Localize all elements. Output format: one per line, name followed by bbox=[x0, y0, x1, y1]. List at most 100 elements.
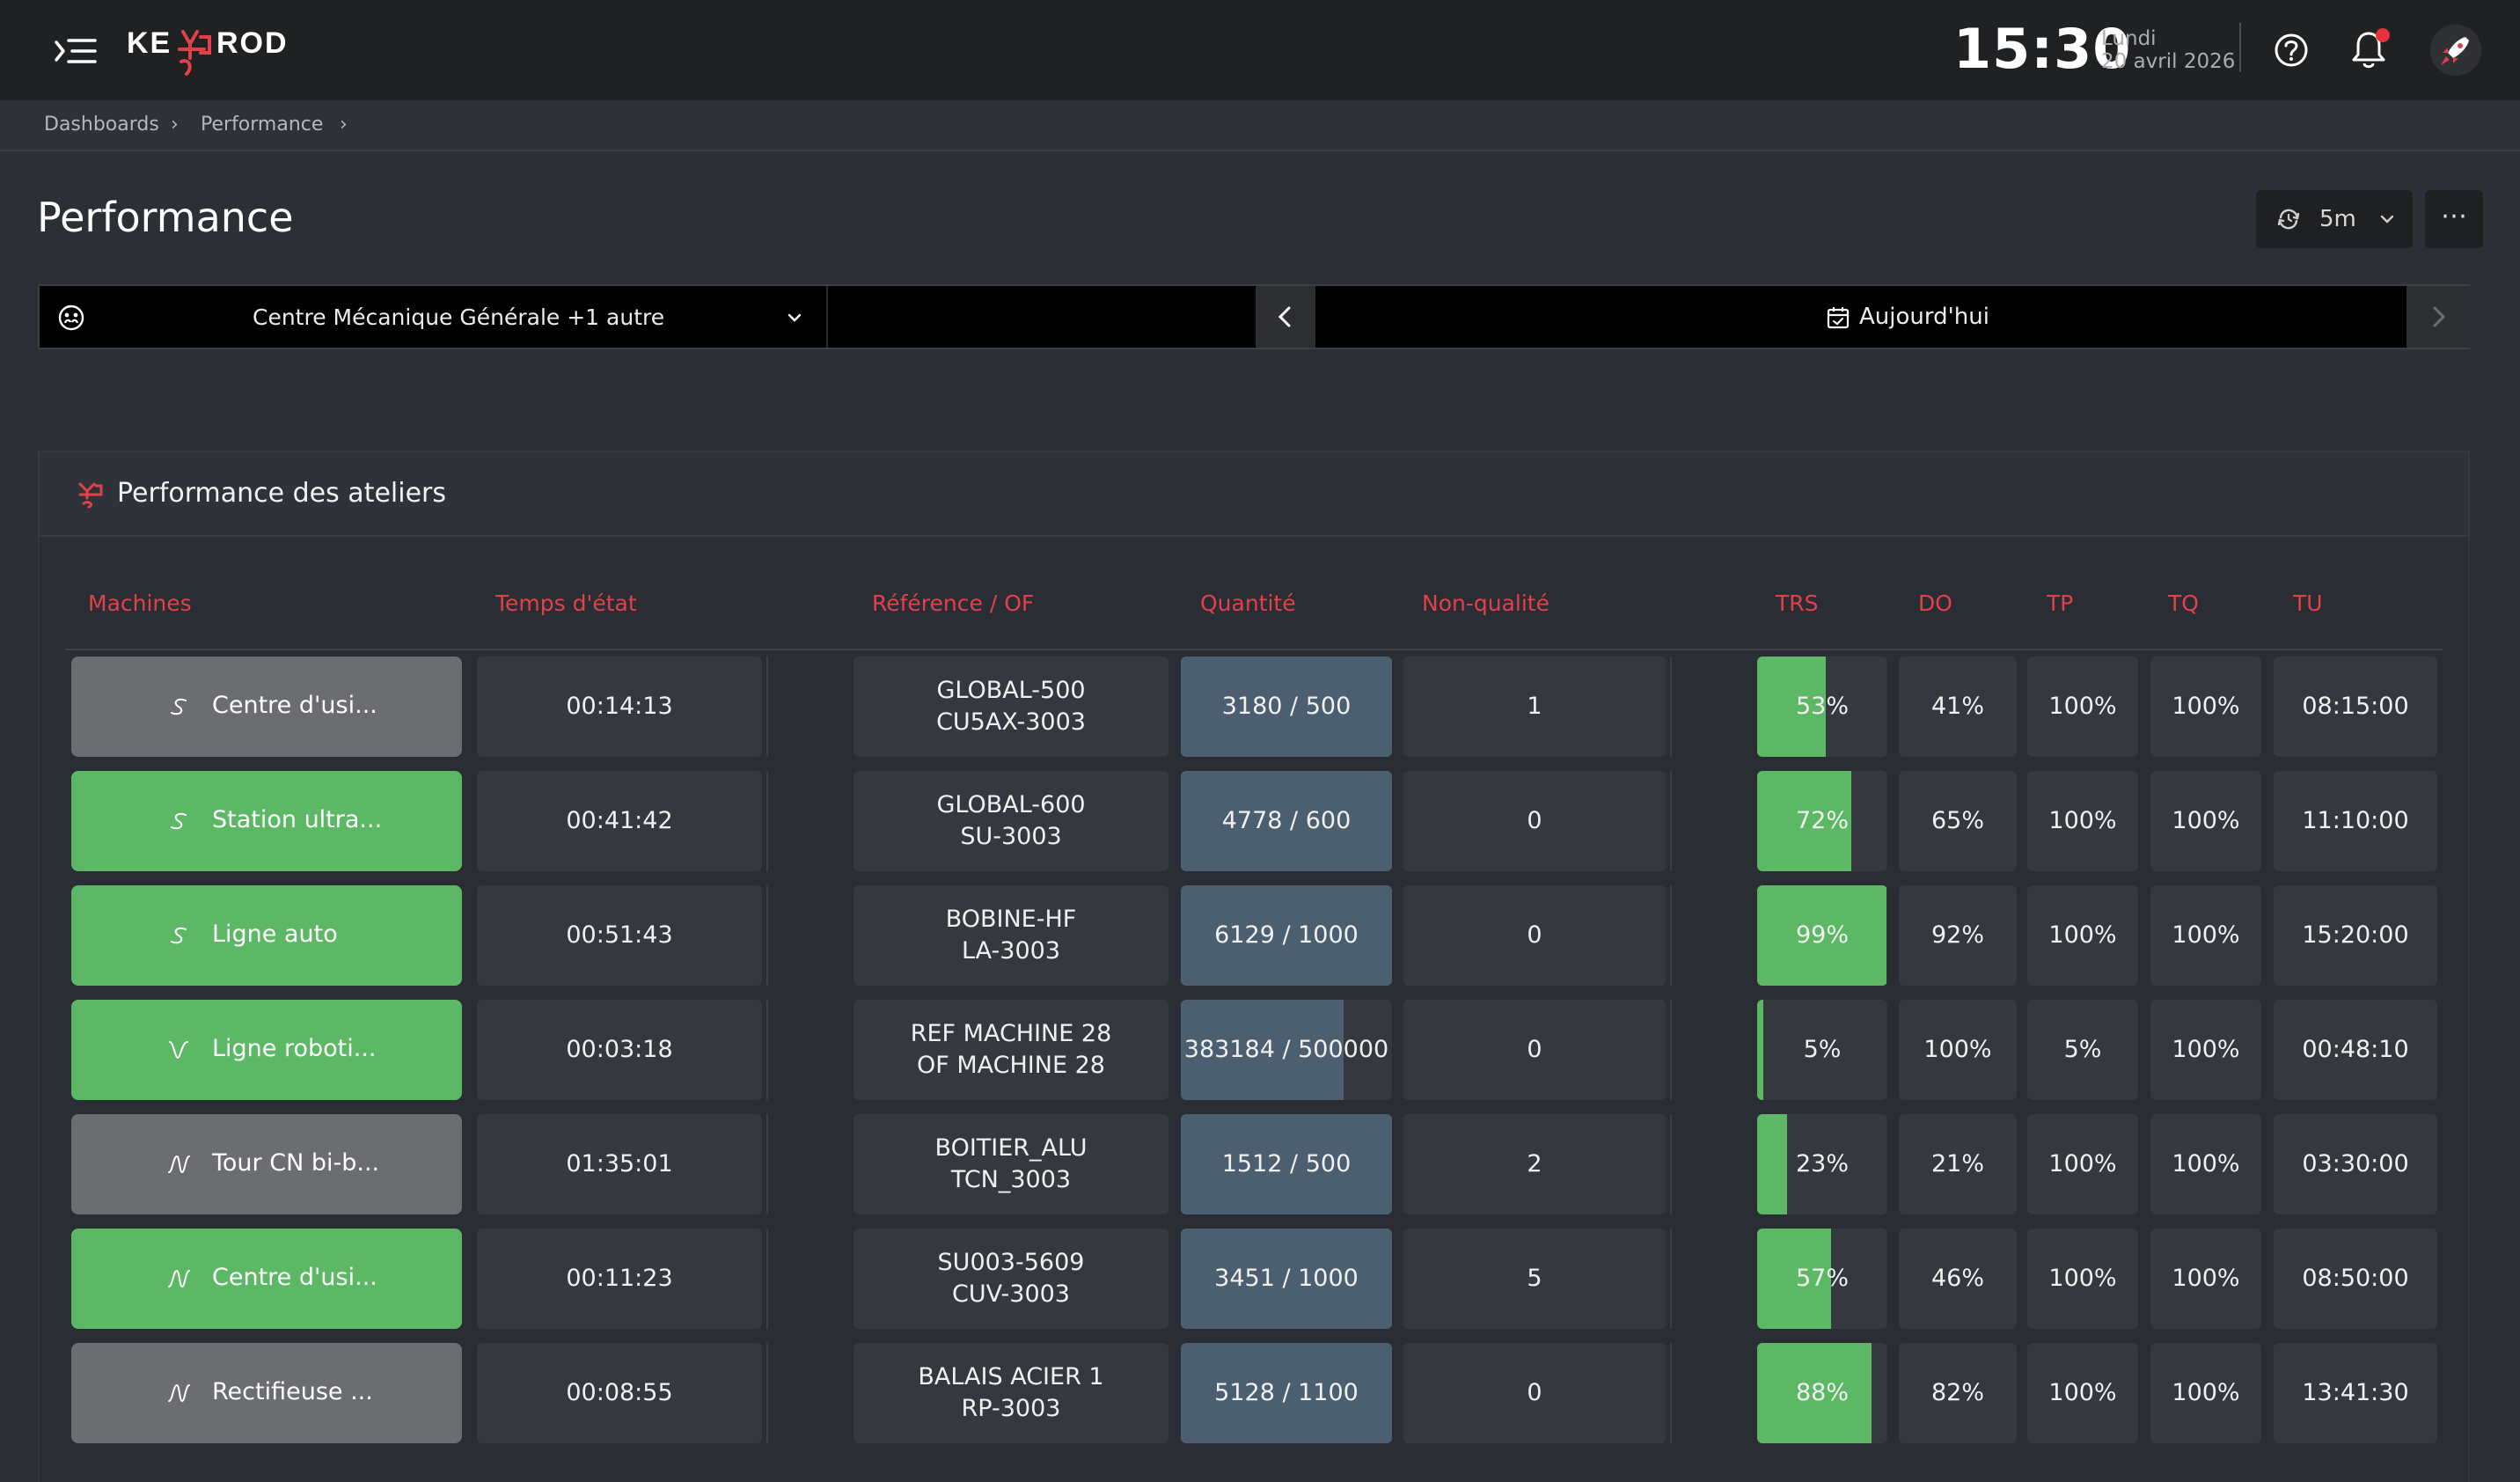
menu-toggle-icon[interactable] bbox=[53, 33, 99, 69]
tp-cell: 100% bbox=[2027, 771, 2138, 871]
breadcrumb-dashboards[interactable]: Dashboards bbox=[44, 114, 159, 136]
column-header-non-quality[interactable]: Non-qualité bbox=[1422, 591, 1549, 616]
non-quality-cell: 0 bbox=[1403, 1343, 1666, 1443]
more-options-button[interactable]: ⋯ bbox=[2425, 190, 2483, 248]
do-cell: 65% bbox=[1899, 771, 2017, 871]
do-cell: 46% bbox=[1899, 1229, 2017, 1329]
table-row: Station ultra... 00:41:42 GLOBAL-600 SU-… bbox=[0, 771, 2520, 873]
s-curve-icon bbox=[171, 698, 187, 715]
table-row: Centre d'usi... 00:11:23 SU003-5609 CUV-… bbox=[0, 1229, 2520, 1331]
column-divider bbox=[766, 885, 768, 986]
tu-cell: 00:48:10 bbox=[2274, 1000, 2437, 1100]
clock: 15:30 bbox=[1953, 17, 2132, 81]
tq-cell: 100% bbox=[2150, 1114, 2261, 1214]
next-period-button[interactable] bbox=[2406, 286, 2470, 348]
quantity-cell: 3180 / 500 bbox=[1181, 657, 1392, 757]
tu-cell: 08:15:00 bbox=[2274, 657, 2437, 757]
calendar-check-icon bbox=[1827, 307, 1850, 329]
quantity-value: 6129 / 1000 bbox=[1214, 921, 1359, 949]
reference-cell: GLOBAL-600 SU-3003 bbox=[853, 771, 1168, 871]
refresh-interval-dropdown[interactable]: 5m bbox=[2256, 190, 2413, 248]
state-time-cell: 00:51:43 bbox=[477, 885, 762, 986]
reference-cell: GLOBAL-500 CU5AX-3003 bbox=[853, 657, 1168, 757]
machine-status-button[interactable]: Ligne auto bbox=[71, 885, 462, 986]
order-code: CUV-3003 bbox=[952, 1280, 1070, 1308]
column-header-reference[interactable]: Référence / OF bbox=[872, 591, 1035, 616]
do-cell: 92% bbox=[1899, 885, 2017, 986]
order-code: SU-3003 bbox=[960, 823, 1062, 850]
chevron-right-icon bbox=[2433, 306, 2446, 327]
column-header-machines[interactable]: Machines bbox=[88, 591, 192, 616]
do-cell: 82% bbox=[1899, 1343, 2017, 1443]
machine-status-button[interactable]: Centre d'usi... bbox=[71, 657, 462, 757]
site-selector[interactable]: Centre Mécanique Générale +1 autre bbox=[40, 286, 828, 348]
table-row: Ligne auto 00:51:43 BOBINE-HF LA-3003 61… bbox=[0, 885, 2520, 987]
state-time-cell: 00:11:23 bbox=[477, 1229, 762, 1329]
reference-code: BOBINE-HF bbox=[945, 906, 1077, 933]
reference-cell: BALAIS ACIER 1 RP-3003 bbox=[853, 1343, 1168, 1443]
column-header-quantity[interactable]: Quantité bbox=[1200, 591, 1296, 616]
keyprod-logo[interactable]: KE ROD bbox=[125, 23, 319, 79]
chevron-left-icon bbox=[1278, 306, 1291, 327]
column-divider bbox=[766, 1229, 768, 1329]
notification-bell-icon[interactable] bbox=[2349, 28, 2388, 70]
reference-cell: REF MACHINE 28 OF MACHINE 28 bbox=[853, 1000, 1168, 1100]
machine-status-button[interactable]: Tour CN bi-b... bbox=[71, 1114, 462, 1214]
date-picker[interactable]: Aujourd'hui bbox=[1315, 286, 2406, 348]
header-divider bbox=[65, 649, 2443, 650]
machine-status-button[interactable]: Station ultra... bbox=[71, 771, 462, 871]
do-cell: 41% bbox=[1899, 657, 2017, 757]
previous-period-button[interactable] bbox=[1256, 286, 1315, 348]
tu-cell: 13:41:30 bbox=[2274, 1343, 2437, 1443]
do-cell: 21% bbox=[1899, 1114, 2017, 1214]
column-divider bbox=[1670, 1343, 1672, 1443]
column-header-do[interactable]: DO bbox=[1918, 591, 1952, 616]
quantity-progress-fill bbox=[1181, 1000, 1344, 1100]
reference-cell: SU003-5609 CUV-3003 bbox=[853, 1229, 1168, 1329]
non-quality-cell: 1 bbox=[1403, 657, 1666, 757]
tq-cell: 100% bbox=[2150, 1000, 2261, 1100]
column-divider bbox=[766, 657, 768, 757]
column-divider bbox=[1670, 1000, 1672, 1100]
v-wave-icon bbox=[169, 1041, 188, 1060]
column-header-trs[interactable]: TRS bbox=[1776, 591, 1819, 616]
quantity-value: 3451 / 1000 bbox=[1214, 1265, 1359, 1292]
non-quality-cell: 0 bbox=[1403, 771, 1666, 871]
avatar[interactable] bbox=[2430, 25, 2481, 76]
machine-status-button[interactable]: Centre d'usi... bbox=[71, 1229, 462, 1329]
quantity-progress-fill bbox=[1181, 1229, 1392, 1329]
non-quality-cell: 5 bbox=[1403, 1229, 1666, 1329]
svg-text:ROD: ROD bbox=[216, 26, 289, 60]
column-header-tq[interactable]: TQ bbox=[2168, 591, 2199, 616]
table-row: Centre d'usi... 00:14:13 GLOBAL-500 CU5A… bbox=[0, 657, 2520, 759]
column-header-tp[interactable]: TP bbox=[2047, 591, 2074, 616]
state-time-cell: 01:35:01 bbox=[477, 1114, 762, 1214]
column-header-state-time[interactable]: Temps d'état bbox=[495, 591, 637, 616]
tp-cell: 100% bbox=[2027, 1229, 2138, 1329]
order-code: RP-3003 bbox=[961, 1395, 1061, 1422]
machine-name: Ligne auto bbox=[212, 921, 338, 948]
tq-cell: 100% bbox=[2150, 657, 2261, 757]
tp-cell: 100% bbox=[2027, 1114, 2138, 1214]
more-options-icon: ⋯ bbox=[2441, 201, 2467, 231]
quantity-value: 5128 / 1100 bbox=[1214, 1379, 1359, 1406]
tq-cell: 100% bbox=[2150, 885, 2261, 986]
chevron-down-icon bbox=[2380, 215, 2394, 224]
help-icon[interactable] bbox=[2273, 32, 2310, 69]
column-divider bbox=[766, 771, 768, 871]
quantity-value: 383184 / 500000 bbox=[1183, 1036, 1389, 1063]
breadcrumb: Dashboards › Performance › bbox=[0, 100, 2520, 151]
quantity-value: 4778 / 600 bbox=[1221, 807, 1352, 834]
date-full: 20 avril 2026 bbox=[2101, 50, 2236, 73]
breadcrumb-performance[interactable]: Performance bbox=[201, 114, 324, 136]
column-header-tu[interactable]: TU bbox=[2293, 591, 2323, 616]
trs-cell: 88% bbox=[1757, 1343, 1887, 1443]
machine-status-button[interactable]: Ligne roboti... bbox=[71, 1000, 462, 1100]
quantity-cell: 3451 / 1000 bbox=[1181, 1229, 1392, 1329]
machine-status-button[interactable]: Rectifieuse ... bbox=[71, 1343, 462, 1443]
trs-value: 99% bbox=[1795, 921, 1849, 949]
machine-name: Centre d'usi... bbox=[212, 1264, 377, 1291]
reference-cell: BOBINE-HF LA-3003 bbox=[853, 885, 1168, 986]
quantity-progress-fill bbox=[1181, 1343, 1392, 1443]
top-bar: KE ROD 15:30 Lundi 20 avril 2026 bbox=[0, 0, 2520, 100]
